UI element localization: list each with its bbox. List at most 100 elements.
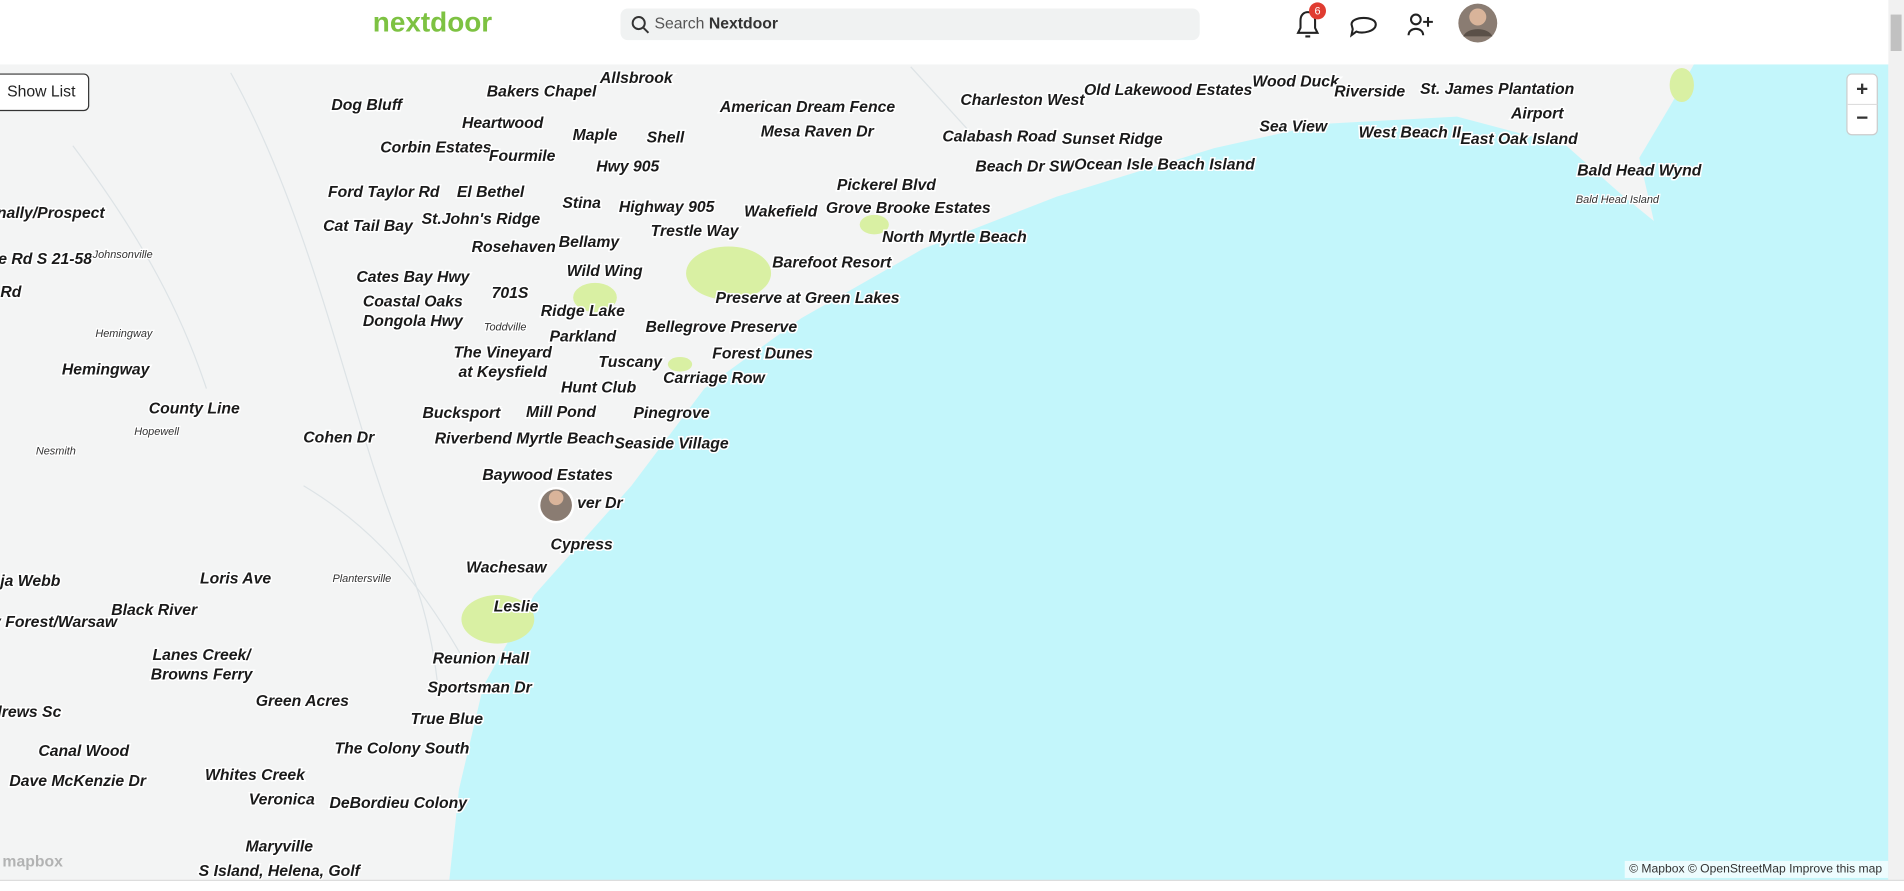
neighborhood-label[interactable]: Highway 905 bbox=[617, 197, 716, 217]
neighborhood-label[interactable]: Calabash Road bbox=[941, 127, 1058, 147]
neighborhood-label[interactable]: Coastal Oaks bbox=[361, 292, 464, 312]
neighborhood-label[interactable]: Browns Ferry bbox=[149, 665, 255, 685]
neighborhood-label[interactable]: Shell bbox=[645, 128, 686, 148]
neighborhood-label[interactable]: te Rd S 21-58 bbox=[0, 250, 94, 270]
neighborhood-label[interactable]: Beach Dr SW bbox=[974, 157, 1077, 177]
neighborhood-label[interactable]: Black River bbox=[110, 600, 200, 620]
neighborhood-label[interactable]: Whites Creek bbox=[204, 766, 308, 786]
neighborhood-label[interactable]: Leslie bbox=[492, 597, 540, 617]
neighborhood-label[interactable]: ver Dr bbox=[576, 494, 625, 514]
neighborhood-label[interactable]: County Line bbox=[147, 399, 241, 419]
neighborhood-label[interactable]: Veronica bbox=[247, 790, 316, 810]
neighborhood-label[interactable]: Canal Wood bbox=[37, 741, 131, 761]
scrollbar-thumb[interactable] bbox=[1890, 14, 1902, 52]
neighborhood-label[interactable]: Green Acres bbox=[254, 692, 350, 712]
neighborhood-label[interactable]: Fourmile bbox=[487, 146, 557, 166]
neighborhood-label[interactable]: Carriage Row bbox=[662, 369, 768, 389]
neighborhood-label[interactable]: Bucksport bbox=[421, 404, 503, 424]
neighborhood-label[interactable]: Wakefield bbox=[743, 202, 820, 222]
place-label[interactable]: Plantersville bbox=[331, 572, 392, 586]
neighborhood-label[interactable]: Ridge Lake bbox=[539, 302, 626, 322]
neighborhood-label[interactable]: Preserve at Green Lakes bbox=[714, 288, 901, 308]
neighborhood-label[interactable]: Grove Brooke Estates bbox=[824, 199, 992, 219]
neighborhood-label[interactable]: Ford Taylor Rd bbox=[326, 183, 441, 203]
neighborhood-label[interactable]: Dog Bluff bbox=[330, 95, 405, 115]
neighborhood-label[interactable]: Bellegrove Preserve bbox=[644, 318, 799, 338]
neighborhood-label[interactable]: Sportsman Dr bbox=[426, 678, 534, 698]
neighborhood-label[interactable]: Parkland bbox=[548, 327, 618, 347]
neighborhood-label[interactable]: Old Lakewood Estates bbox=[1083, 81, 1254, 101]
neighborhood-label[interactable]: inally/Prospect bbox=[0, 203, 107, 223]
neighborhood-label[interactable]: Bellamy bbox=[557, 233, 622, 253]
neighborhood-label[interactable]: at Keysfield bbox=[457, 362, 549, 382]
neighborhood-label[interactable]: East Oak Island bbox=[1459, 129, 1580, 149]
neighborhood-label[interactable]: The Colony South bbox=[333, 739, 471, 759]
neighborhood-label[interactable]: Mesa Raven Dr bbox=[759, 122, 876, 142]
show-list-button[interactable]: Show List bbox=[0, 73, 90, 112]
neighborhood-label[interactable]: ja Webb bbox=[0, 571, 62, 591]
neighborhood-label[interactable]: S Island, Helena, Golf bbox=[197, 862, 363, 882]
neighborhood-label[interactable]: Seaside Village bbox=[613, 434, 730, 454]
attribution[interactable]: © Mapbox © OpenStreetMap Improve this ma… bbox=[1629, 862, 1882, 876]
neighborhood-label[interactable]: Riverside bbox=[1333, 82, 1407, 102]
neighborhood-label[interactable]: Riverbend Myrtle Beach bbox=[433, 429, 616, 449]
neighborhood-label[interactable]: Bald Head Wynd bbox=[1576, 161, 1704, 181]
neighborhood-label[interactable]: St.John's Ridge bbox=[420, 209, 542, 229]
profile-avatar[interactable] bbox=[1458, 3, 1498, 43]
neighborhood-label[interactable]: Cohen Dr bbox=[302, 428, 377, 448]
neighborhood-label[interactable]: Trestle Way bbox=[649, 222, 741, 242]
show-list-label[interactable]: Show List bbox=[7, 83, 76, 100]
neighborhood-label[interactable]: Wood Duck bbox=[1251, 72, 1342, 92]
zoom-out[interactable]: − bbox=[1856, 106, 1868, 129]
neighborhood-label[interactable]: Lanes Creek/ bbox=[151, 645, 254, 665]
neighborhood-label[interactable]: The Vineyard bbox=[452, 343, 554, 363]
invite-icon[interactable] bbox=[1407, 13, 1433, 36]
neighborhood-label[interactable]: Allsbrook bbox=[597, 69, 675, 89]
neighborhood-label[interactable]: Sunset Ridge bbox=[1060, 129, 1164, 149]
neighborhood-label[interactable]: True Blue bbox=[409, 710, 485, 730]
place-label[interactable]: Toddville bbox=[483, 321, 528, 335]
neighborhood-label[interactable]: Hemingway bbox=[60, 360, 152, 380]
neighborhood-label[interactable]: Dave McKenzie Dr bbox=[8, 772, 149, 792]
neighborhood-label[interactable]: American Dream Fence bbox=[717, 98, 897, 118]
neighborhood-label[interactable]: Cates Bay Hwy bbox=[355, 268, 472, 288]
neighborhood-label[interactable]: Forest Dunes bbox=[711, 344, 815, 364]
neighborhood-label[interactable]: West Beach II bbox=[1357, 123, 1463, 143]
search-input[interactable]: Search Nextdoor bbox=[655, 15, 779, 32]
neighborhood-label[interactable]: Rosehaven bbox=[470, 237, 557, 257]
zoom-in[interactable]: + bbox=[1856, 77, 1868, 100]
neighborhood-label[interactable]: DeBordieu Colony bbox=[328, 794, 470, 814]
neighborhood-label[interactable]: Loris Ave bbox=[198, 569, 273, 589]
place-label[interactable]: Hemingway bbox=[94, 327, 154, 341]
neighborhood-label[interactable]: Barefoot Resort bbox=[771, 253, 894, 273]
messages-icon[interactable] bbox=[1349, 16, 1377, 38]
neighborhood-label[interactable]: St. James Plantation bbox=[1419, 80, 1576, 100]
neighborhood-label[interactable]: Pickerel Blvd bbox=[835, 175, 937, 195]
neighborhood-label[interactable]: El Bethel bbox=[455, 183, 526, 203]
neighborhood-label[interactable]: drews Sc bbox=[0, 702, 63, 722]
neighborhood-label[interactable]: Baywood Estates bbox=[481, 466, 615, 486]
user-map-marker[interactable] bbox=[537, 486, 575, 524]
neighborhood-label[interactable]: Heartwood bbox=[460, 114, 545, 134]
neighborhood-label[interactable]: Dongola Hwy bbox=[361, 311, 465, 331]
neighborhood-label[interactable]: Bakers Chapel bbox=[485, 82, 598, 102]
neighborhood-label[interactable]: Mill Pond bbox=[524, 403, 597, 423]
neighborhood-label[interactable]: Sea View bbox=[1258, 117, 1331, 137]
neighborhood-label[interactable]: Charleston West bbox=[959, 90, 1087, 110]
neighborhood-label[interactable]: 701S bbox=[490, 284, 530, 304]
neighborhood-label[interactable]: Stina bbox=[561, 194, 603, 214]
place-label[interactable]: Nesmith bbox=[35, 444, 77, 458]
neighborhood-label[interactable]: Cat Tail Bay bbox=[322, 217, 416, 237]
neighborhood-label[interactable]: Hunt Club bbox=[559, 378, 638, 398]
logo[interactable]: nextdoor bbox=[373, 7, 493, 38]
neighborhood-label[interactable]: Rd bbox=[0, 282, 23, 302]
neighborhood-label[interactable]: Reunion Hall bbox=[431, 649, 531, 669]
mapbox-logo[interactable]: mapbox bbox=[2, 853, 63, 870]
neighborhood-label[interactable]: Corbin Estates bbox=[379, 138, 494, 158]
neighborhood-label[interactable]: Hwy 905 bbox=[595, 157, 661, 177]
notifications-icon[interactable] bbox=[1296, 11, 1320, 38]
neighborhood-label[interactable]: Pinegrove bbox=[632, 404, 711, 424]
neighborhood-label[interactable]: Ocean Isle Beach Island bbox=[1073, 155, 1257, 175]
neighborhood-label[interactable]: Wild Wing bbox=[565, 262, 644, 282]
neighborhood-label[interactable]: Wachesaw bbox=[465, 558, 550, 578]
